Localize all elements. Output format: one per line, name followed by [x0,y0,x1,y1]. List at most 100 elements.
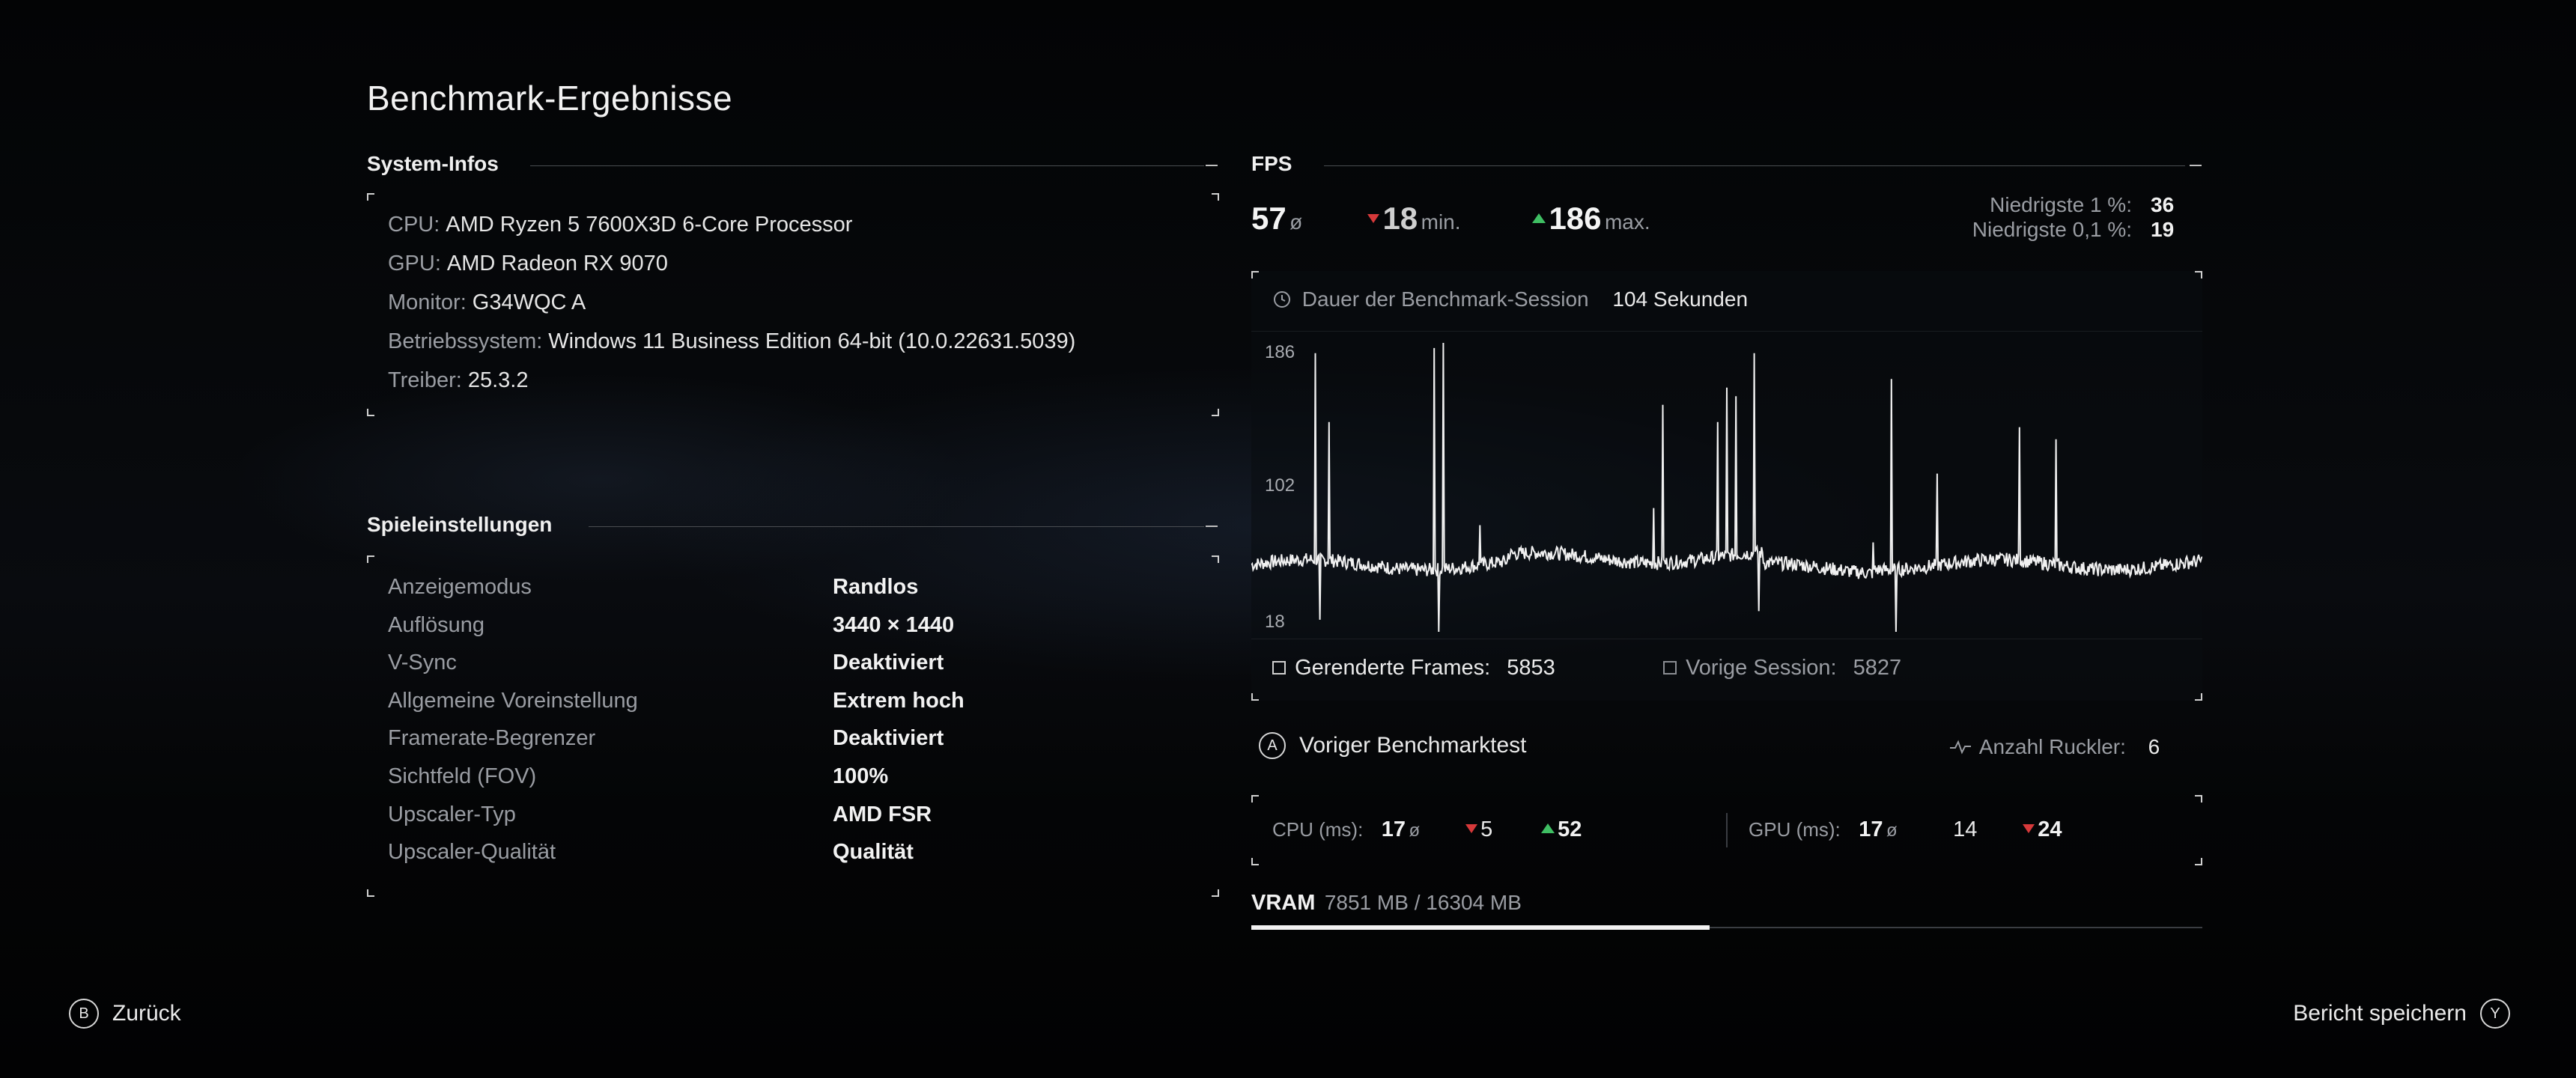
fps-header: FPS [1251,152,1292,175]
setting-value: Randlos [833,575,919,599]
divider [589,526,1204,527]
fps-average-unit: ø [1289,210,1303,234]
fps-average: 57 ø [1251,201,1302,237]
divider [2190,165,2202,166]
frame-corner [1251,693,1259,701]
up-arrow-icon [1532,213,1546,223]
system-info-key: Monitor: [388,290,467,314]
clock-icon [1274,291,1290,308]
previous-session-label: Vorige Session: [1686,656,1837,680]
cpu-gpu-panel: CPU (ms): 17 ø 5 52 GPU (ms): 17 ø 14 24 [1251,795,2202,865]
back-button[interactable]: B Zurück [69,999,181,1029]
stutter-count-value: 6 [2148,735,2160,758]
setting-value: Qualität [833,840,914,865]
b-button-icon: B [69,999,99,1029]
frame-corner [1251,795,1259,803]
cpu-frametime: CPU (ms): 17 ø 5 52 [1272,817,1582,842]
frame-corner [2195,858,2202,865]
previous-session-value: 5827 [1853,656,1902,680]
system-info-key: Treiber: [388,368,462,392]
a-button-icon: A [1259,732,1286,759]
system-info-key: CPU: [388,213,440,237]
frame-corner [1251,271,1259,278]
game-settings-header: Spieleinstellungen [367,513,553,536]
system-info-row: Betriebssystem: Windows 11 Business Editi… [388,329,1075,354]
divider [1324,165,2185,166]
lowest-01-value: 19 [2151,218,2175,241]
lowest-1-label: Niedrigste 1 %: [1990,193,2132,216]
fps-series-line [1251,342,2202,633]
lowest-01-label: Niedrigste 0,1 %: [1972,218,2132,241]
cpu-max-value: 52 [1558,817,1582,841]
setting-value: 3440 × 1440 [833,612,955,637]
y-tick-label: 186 [1265,342,1295,362]
system-info-value: AMD Ryzen 5 7600X3D 6-Core Processor [446,213,853,237]
cpu-avg-unit: ø [1409,820,1421,841]
setting-label: V-Sync [388,651,457,675]
frame-corner [367,889,374,897]
fps-min-value: 18 [1382,201,1418,236]
system-info-row: Treiber: 25.3.2 [388,368,528,393]
checkbox-icon [1663,661,1677,674]
frame-corner [1212,555,1219,563]
frame-corner [2195,795,2202,803]
system-info-value: 25.3.2 [467,368,529,392]
page-title: Benchmark-Ergebnisse [367,79,733,118]
fps-chart-panel: Dauer der Benchmark-Session 104 Sekunden… [1251,271,2202,701]
cpu-min-value: 5 [1480,817,1493,841]
back-label: Zurück [112,1001,181,1026]
system-info-row: GPU: AMD Radeon RX 9070 [388,252,668,276]
system-info-value: AMD Radeon RX 9070 [446,252,668,275]
previous-benchmark-button[interactable]: A Voriger Benchmarktest [1259,732,1526,759]
vram-bar-track [1251,927,2202,928]
setting-label: Allgemeine Voreinstellung [388,688,638,713]
setting-label: Framerate-Begrenzer [388,726,596,751]
frame-corner [1212,409,1219,416]
divider [1206,165,1218,166]
down-arrow-icon [1367,214,1379,223]
setting-label: Auflösung [388,612,484,637]
system-info-key: Betriebssystem: [388,329,543,353]
system-info-value: G34WQC A [472,290,586,314]
rendered-frames-value: 5853 [1507,656,1555,680]
y-button-icon: Y [2480,999,2510,1029]
fps-max-value: 186 [1549,201,1602,236]
system-info-key: GPU: [388,252,441,275]
system-info-row: Monitor: G34WQC A [388,290,586,315]
frame-corner [367,193,374,201]
cpu-avg-value: 17 [1381,817,1406,841]
frame-corner [2195,271,2202,278]
fps-chart: 186 102 18 [1251,331,2202,639]
down-arrow-icon [2022,824,2035,833]
fps-average-value: 57 [1251,201,1287,236]
frame-corner [367,409,374,416]
divider [530,165,1204,166]
pulse-icon [1950,740,1971,755]
gpu-avg-value: 17 [1859,817,1883,841]
y-tick-label: 18 [1265,612,1285,632]
previous-session: Vorige Session: 5827 [1663,656,1901,680]
divider [1726,813,1728,847]
vram-bar-fill [1251,925,1710,930]
frame-corner [367,555,374,563]
cpu-label: CPU (ms): [1272,818,1364,841]
frame-corner [1251,858,1259,865]
session-duration-label: Dauer der Benchmark-Session [1301,287,1589,311]
checkbox-icon [1272,661,1286,674]
gpu-label: GPU (ms): [1749,818,1841,841]
gpu-max-value: 24 [2038,817,2062,841]
system-info-value: Windows 11 Business Edition 64-bit (10.0… [548,329,1076,353]
game-settings-panel: Anzeigemodus Randlos Auflösung 3440 × 1440 V… [367,555,1219,897]
y-tick-label: 102 [1265,475,1295,496]
setting-value: Deaktiviert [833,726,944,751]
setting-label: Upscaler-Qualität [388,840,556,865]
gpu-frametime: GPU (ms): 17 ø 14 24 [1749,817,2062,842]
frame-corner [1212,193,1219,201]
stutter-count: Anzahl Ruckler: 6 [1949,735,2160,759]
vram: VRAM 7851 MB / 16304 MB [1251,891,1522,916]
lowest-1-value: 36 [2151,193,2175,216]
divider [1206,526,1218,527]
save-report-button[interactable]: Bericht speichern Y [2293,999,2510,1029]
session-duration-value: 104 Sekunden [1612,287,1749,311]
gpu-mid-value: 14 [1953,817,1978,841]
